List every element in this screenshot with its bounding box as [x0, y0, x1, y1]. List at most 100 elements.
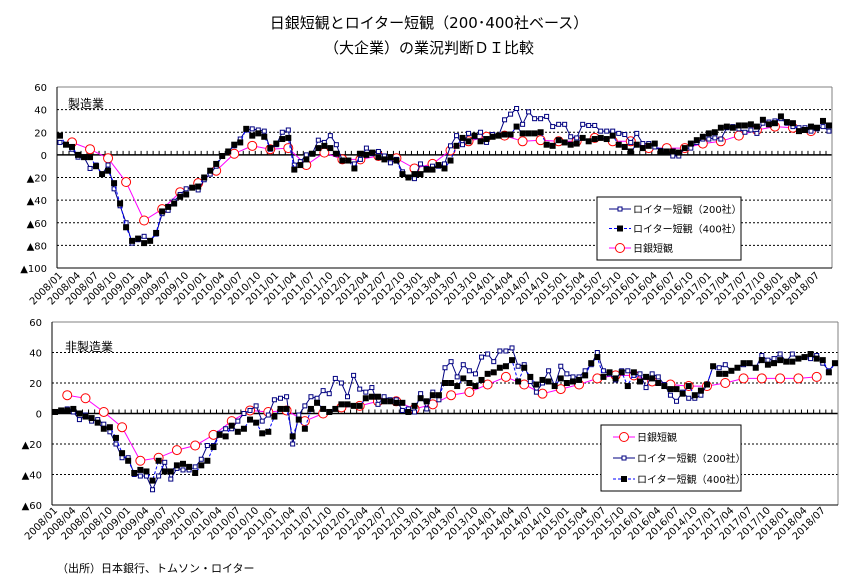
panel2-point-reuters400 — [131, 469, 138, 476]
panel2-point-reuters400 — [636, 378, 643, 385]
chart-title-line2: （大企業）の業況判断ＤＩ比較 — [323, 39, 534, 57]
panel1-point-reuters400 — [417, 171, 424, 178]
panel2-point-reuters400 — [411, 402, 418, 409]
panel1-point-reuters200 — [580, 121, 586, 127]
panel1-point-reuters400 — [123, 224, 130, 231]
panel2-point-reuters400 — [691, 392, 698, 399]
panel2-point-reuters400 — [563, 380, 570, 386]
panel1-point-reuters400 — [405, 174, 412, 181]
panel1-point-reuters400 — [693, 137, 700, 144]
panel1-y-tick-label: ▲80 — [27, 241, 47, 252]
panel2-point-reuters400 — [137, 466, 144, 473]
panel1-point-reuters200 — [574, 135, 580, 141]
panel1-point-reuters400 — [63, 141, 70, 148]
panel2-y-tick-label: 0 — [36, 410, 42, 421]
panel2-point-reuters400 — [630, 369, 637, 376]
panel1-point-boj — [139, 215, 150, 226]
panel1-point-reuters400 — [69, 143, 76, 150]
panel1-point-reuters400 — [147, 237, 154, 244]
panel2-point-reuters400 — [819, 357, 826, 364]
panel2-point-reuters200 — [314, 395, 320, 401]
panel2-point-reuters400 — [667, 386, 674, 393]
panel1-point-reuters400 — [243, 125, 250, 132]
panel2-legend-marker-boj — [619, 432, 629, 442]
panel1-point-reuters400 — [399, 171, 406, 178]
panel1-point-reuters400 — [465, 138, 472, 145]
panel2-y-tick-label: ▲40 — [22, 471, 42, 482]
panel2-point-reuters200 — [259, 418, 265, 424]
panel2-point-reuters200 — [180, 467, 186, 473]
panel1-point-reuters200 — [183, 186, 189, 192]
panel2-point-reuters200 — [338, 380, 344, 386]
panel1-point-reuters400 — [495, 132, 502, 139]
panel1-point-reuters400 — [423, 166, 430, 173]
panel1-point-reuters400 — [201, 174, 208, 181]
panel1-point-reuters200 — [526, 109, 532, 115]
panel2-point-reuters400 — [295, 416, 302, 423]
panel2-legend-marker-reuters400 — [621, 476, 627, 482]
panel1-point-reuters400 — [447, 157, 454, 164]
panel1-point-reuters400 — [627, 148, 634, 155]
panel1-point-reuters200 — [87, 165, 93, 171]
panel1-point-reuters400 — [183, 191, 190, 198]
panel2-point-reuters400 — [825, 369, 832, 376]
panel1-legend-label-reuters400: ロイター短観（400社） — [633, 223, 742, 236]
panel1-point-reuters400 — [303, 156, 310, 163]
panel1-point-reuters200 — [610, 128, 616, 134]
panel2-point-reuters200 — [771, 356, 777, 362]
panel2-point-reuters200 — [546, 368, 552, 374]
panel1-point-reuters400 — [189, 184, 196, 191]
panel1-point-reuters200 — [454, 133, 460, 139]
source-note: （出所）日本銀行、トムソン・ロイター — [57, 562, 255, 575]
panel2-point-boj — [537, 388, 548, 399]
panel1-point-reuters400 — [57, 132, 64, 139]
panel2-point-reuters400 — [758, 357, 765, 364]
panel1-point-reuters400 — [333, 150, 340, 157]
panel1-point-reuters200 — [279, 129, 285, 135]
panel1-point-reuters400 — [165, 203, 172, 210]
panel2-point-reuters400 — [76, 410, 83, 417]
panel2-point-reuters400 — [521, 364, 528, 371]
panel2-panel-title: 非製造業 — [65, 340, 113, 354]
panel2-point-reuters200 — [466, 368, 472, 374]
panel2-point-reuters400 — [64, 407, 71, 414]
panel2-point-reuters400 — [716, 370, 723, 377]
panel1-point-reuters400 — [639, 145, 646, 152]
panel1-point-reuters400 — [501, 131, 508, 138]
panel2-point-reuters400 — [624, 383, 631, 390]
panel2-point-reuters200 — [235, 418, 241, 424]
panel2-point-reuters400 — [240, 425, 247, 432]
panel2-point-reuters400 — [381, 398, 388, 405]
panel2-point-reuters400 — [112, 434, 119, 441]
panel2-point-reuters400 — [539, 376, 546, 383]
panel1-point-reuters400 — [765, 121, 772, 128]
panel1-point-reuters400 — [411, 171, 418, 178]
panel1-point-reuters400 — [771, 120, 778, 127]
panel2-point-reuters400 — [210, 444, 217, 451]
panel1-point-reuters400 — [327, 145, 334, 152]
panel2-point-reuters200 — [424, 406, 430, 412]
panel2-point-reuters400 — [332, 405, 339, 412]
panel1-point-reuters400 — [255, 130, 262, 137]
panel1-point-reuters200 — [568, 134, 574, 140]
panel2-point-reuters400 — [265, 428, 272, 435]
panel1-point-reuters200 — [532, 116, 538, 122]
panel1-point-reuters400 — [531, 130, 538, 137]
panel2-y-tick-label: ▲60 — [22, 501, 42, 512]
panel2-point-reuters400 — [106, 424, 113, 431]
panel2-point-boj — [98, 406, 109, 417]
panel2-point-reuters400 — [515, 378, 522, 385]
panel2-point-reuters200 — [308, 394, 314, 400]
panel2-point-reuters400 — [661, 383, 668, 390]
panel2-point-reuters200 — [143, 473, 149, 479]
panel1-point-reuters400 — [567, 141, 574, 148]
panel1-point-reuters400 — [753, 123, 760, 130]
panel2-point-boj — [738, 373, 749, 384]
panel2-point-reuters400 — [746, 360, 753, 367]
panel2-point-reuters400 — [484, 370, 491, 377]
panel1-point-reuters200 — [333, 142, 339, 148]
panel2-point-reuters200 — [253, 403, 259, 409]
panel1-point-reuters200 — [417, 161, 423, 167]
panel1-point-reuters400 — [267, 145, 274, 152]
panel1-point-reuters400 — [723, 123, 730, 130]
